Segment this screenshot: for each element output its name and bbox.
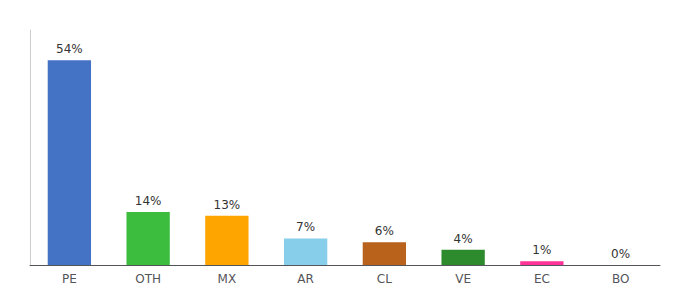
svg-text:AR: AR <box>297 272 314 286</box>
svg-text:CL: CL <box>377 272 392 286</box>
svg-text:6%: 6% <box>375 224 394 238</box>
svg-text:14%: 14% <box>135 194 162 208</box>
svg-text:MX: MX <box>218 272 237 286</box>
svg-text:EC: EC <box>534 272 550 286</box>
svg-text:7%: 7% <box>296 220 315 234</box>
svg-text:54%: 54% <box>56 42 83 56</box>
svg-text:4%: 4% <box>454 232 473 246</box>
svg-text:BO: BO <box>612 272 629 286</box>
svg-text:0%: 0% <box>611 247 630 261</box>
svg-text:1%: 1% <box>532 243 551 257</box>
svg-text:PE: PE <box>62 272 77 286</box>
svg-text:OTH: OTH <box>135 272 161 286</box>
svg-text:VE: VE <box>455 272 471 286</box>
svg-text:13%: 13% <box>214 198 241 212</box>
